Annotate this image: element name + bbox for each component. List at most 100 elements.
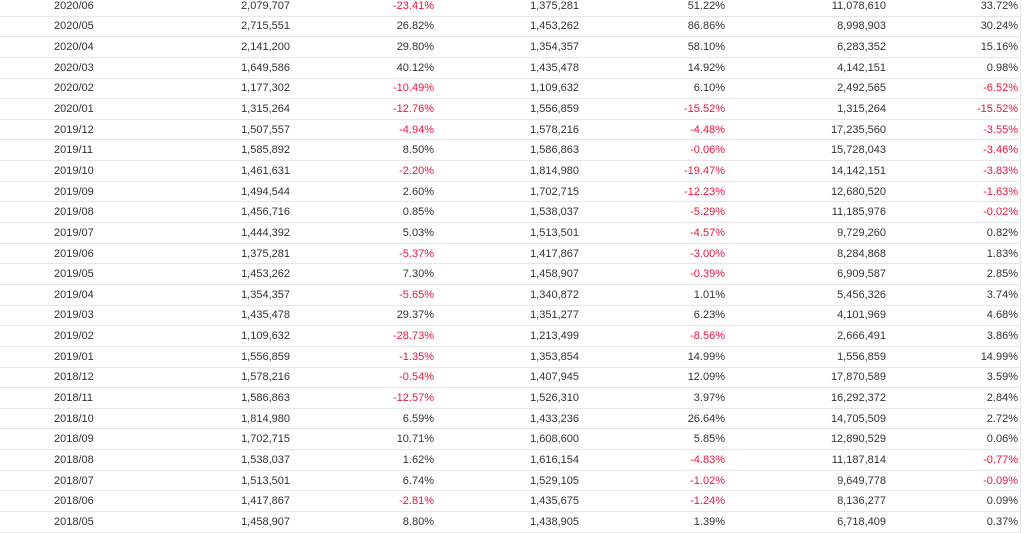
change-cell: 58.10% <box>687 41 725 54</box>
value-cell: 2,079,707 <box>241 0 290 12</box>
change-cell: -5.37% <box>399 247 434 260</box>
period-cell: 2019/01 <box>54 350 94 363</box>
value-cell: 1,814,980 <box>530 164 579 177</box>
value-cell: 15,728,043 <box>830 144 886 157</box>
change-cell: 3.86% <box>986 330 1018 343</box>
table-row: 2019/06 1,375,281 -5.37% 1,417,867 -3.00% 8,2… <box>0 244 1020 265</box>
period-cell: 2019/02 <box>54 330 94 343</box>
table-row: 2019/11 1,585,892 8.50% 1,586,863 -0.06% 15,7… <box>0 140 1020 162</box>
value-cell: 1,109,632 <box>530 82 579 95</box>
value-cell: 8,998,903 <box>837 20 886 33</box>
table-row: 2018/07 1,513,501 6.74% 1,529,105 -1.02% 9,64… <box>0 471 1020 492</box>
value-cell: 1,433,236 <box>530 412 579 425</box>
change-cell: -12.76% <box>393 103 434 116</box>
change-cell: -4.83% <box>690 453 725 466</box>
change-cell: 33.72% <box>980 0 1018 12</box>
change-cell: 26.64% <box>687 412 725 425</box>
value-cell: 1,507,557 <box>241 123 290 136</box>
change-cell: 0.06% <box>986 433 1018 446</box>
change-cell: 2.85% <box>986 268 1018 281</box>
table-row: 2020/04 2,141,200 29.80% 1,354,357 58.10% 6,2… <box>0 37 1020 58</box>
change-cell: 6.74% <box>402 474 434 487</box>
value-cell: 1,375,281 <box>241 247 290 260</box>
value-cell: 1,556,859 <box>837 350 886 363</box>
change-cell: -6.52% <box>983 82 1018 95</box>
value-cell: 1,435,478 <box>530 61 579 74</box>
value-cell: 2,141,200 <box>241 41 290 54</box>
change-cell: -0.39% <box>690 268 725 281</box>
period-cell: 2020/06 <box>54 0 94 12</box>
table-row: 2020/02 1,177,302 -10.49% 1,109,632 6.10% 2,4… <box>0 79 1020 100</box>
change-cell: -8.56% <box>690 330 725 343</box>
change-cell: 0.37% <box>986 515 1018 528</box>
value-cell: 1,608,600 <box>530 433 579 446</box>
value-cell: 14,142,151 <box>830 164 886 177</box>
value-cell: 17,870,589 <box>830 371 886 384</box>
table-row: 2019/04 1,354,357 -5.65% 1,340,872 1.01% 5,45… <box>0 285 1020 306</box>
value-cell: 1,315,264 <box>241 103 290 116</box>
change-cell: 8.50% <box>402 144 434 157</box>
period-cell: 2019/04 <box>54 288 94 301</box>
change-cell: 2.72% <box>986 412 1018 425</box>
value-cell: 1,438,905 <box>530 515 579 528</box>
value-cell: 14,705,509 <box>830 412 886 425</box>
value-cell: 9,649,778 <box>837 474 886 487</box>
value-cell: 1,461,631 <box>241 164 290 177</box>
value-cell: 6,909,587 <box>837 268 886 281</box>
period-cell: 2019/03 <box>54 309 94 322</box>
change-cell: 6.59% <box>402 412 434 425</box>
change-cell: -1.35% <box>399 350 434 363</box>
period-cell: 2019/07 <box>54 226 94 239</box>
table-row: 2018/11 1,586,863 -12.57% 1,526,310 3.97% 16,… <box>0 388 1020 409</box>
value-cell: 11,185,976 <box>831 206 886 219</box>
change-cell: 29.80% <box>396 41 434 54</box>
period-cell: 2018/11 <box>54 391 93 404</box>
value-cell: 1,458,907 <box>241 515 290 528</box>
period-cell: 2018/07 <box>54 474 94 487</box>
change-cell: 2.60% <box>402 185 434 198</box>
change-cell: -12.57% <box>393 391 434 404</box>
change-cell: -5.65% <box>399 288 434 301</box>
value-cell: 1,417,867 <box>530 247 579 260</box>
change-cell: -2.20% <box>399 164 434 177</box>
table-row: 2018/08 1,538,037 1.62% 1,616,154 -4.83% 11,1… <box>0 450 1020 471</box>
table-row: 2018/12 1,578,216 -0.54% 1,407,945 12.09% 17,… <box>0 368 1020 389</box>
value-cell: 1,649,586 <box>241 61 290 74</box>
table-row: 2018/10 1,814,980 6.59% 1,433,236 26.64% 14,7… <box>0 409 1020 430</box>
value-cell: 1,453,262 <box>241 268 290 281</box>
value-cell: 1,453,262 <box>530 20 579 33</box>
change-cell: -23.41% <box>393 0 434 12</box>
change-cell: 6.23% <box>693 309 725 322</box>
change-cell: -0.09% <box>983 474 1018 487</box>
period-cell: 2018/12 <box>54 371 94 384</box>
value-cell: 1,529,105 <box>530 474 579 487</box>
change-cell: -3.00% <box>690 247 725 260</box>
value-cell: 5,456,326 <box>837 288 886 301</box>
period-cell: 2019/09 <box>54 185 94 198</box>
value-cell: 1,109,632 <box>241 330 290 343</box>
value-cell: 1,458,907 <box>530 268 579 281</box>
value-cell: 1,494,544 <box>241 185 290 198</box>
period-cell: 2018/10 <box>54 412 94 425</box>
value-cell: 1,702,715 <box>241 433 290 446</box>
change-cell: 14.99% <box>687 350 725 363</box>
period-cell: 2018/05 <box>54 515 94 528</box>
change-cell: 6.10% <box>693 82 725 95</box>
change-cell: 3.59% <box>986 371 1018 384</box>
value-cell: 4,142,151 <box>837 61 886 74</box>
value-cell: 12,890,529 <box>830 433 886 446</box>
change-cell: 14.92% <box>687 61 725 74</box>
value-cell: 1,375,281 <box>530 0 579 12</box>
change-cell: -0.77% <box>983 453 1018 466</box>
value-cell: 11,078,610 <box>831 0 886 12</box>
value-cell: 1,435,675 <box>530 495 579 508</box>
value-cell: 1,351,277 <box>530 309 579 322</box>
period-cell: 2020/03 <box>54 61 94 74</box>
change-cell: 51.22% <box>687 0 725 12</box>
change-cell: 1.62% <box>402 453 434 466</box>
value-cell: 1,513,501 <box>241 474 290 487</box>
value-cell: 11,187,814 <box>831 453 886 466</box>
table-row: 2019/08 1,456,716 0.85% 1,538,037 -5.29% 11,1… <box>0 202 1020 224</box>
value-cell: 1,354,357 <box>241 288 290 301</box>
value-cell: 1,702,715 <box>530 185 579 198</box>
